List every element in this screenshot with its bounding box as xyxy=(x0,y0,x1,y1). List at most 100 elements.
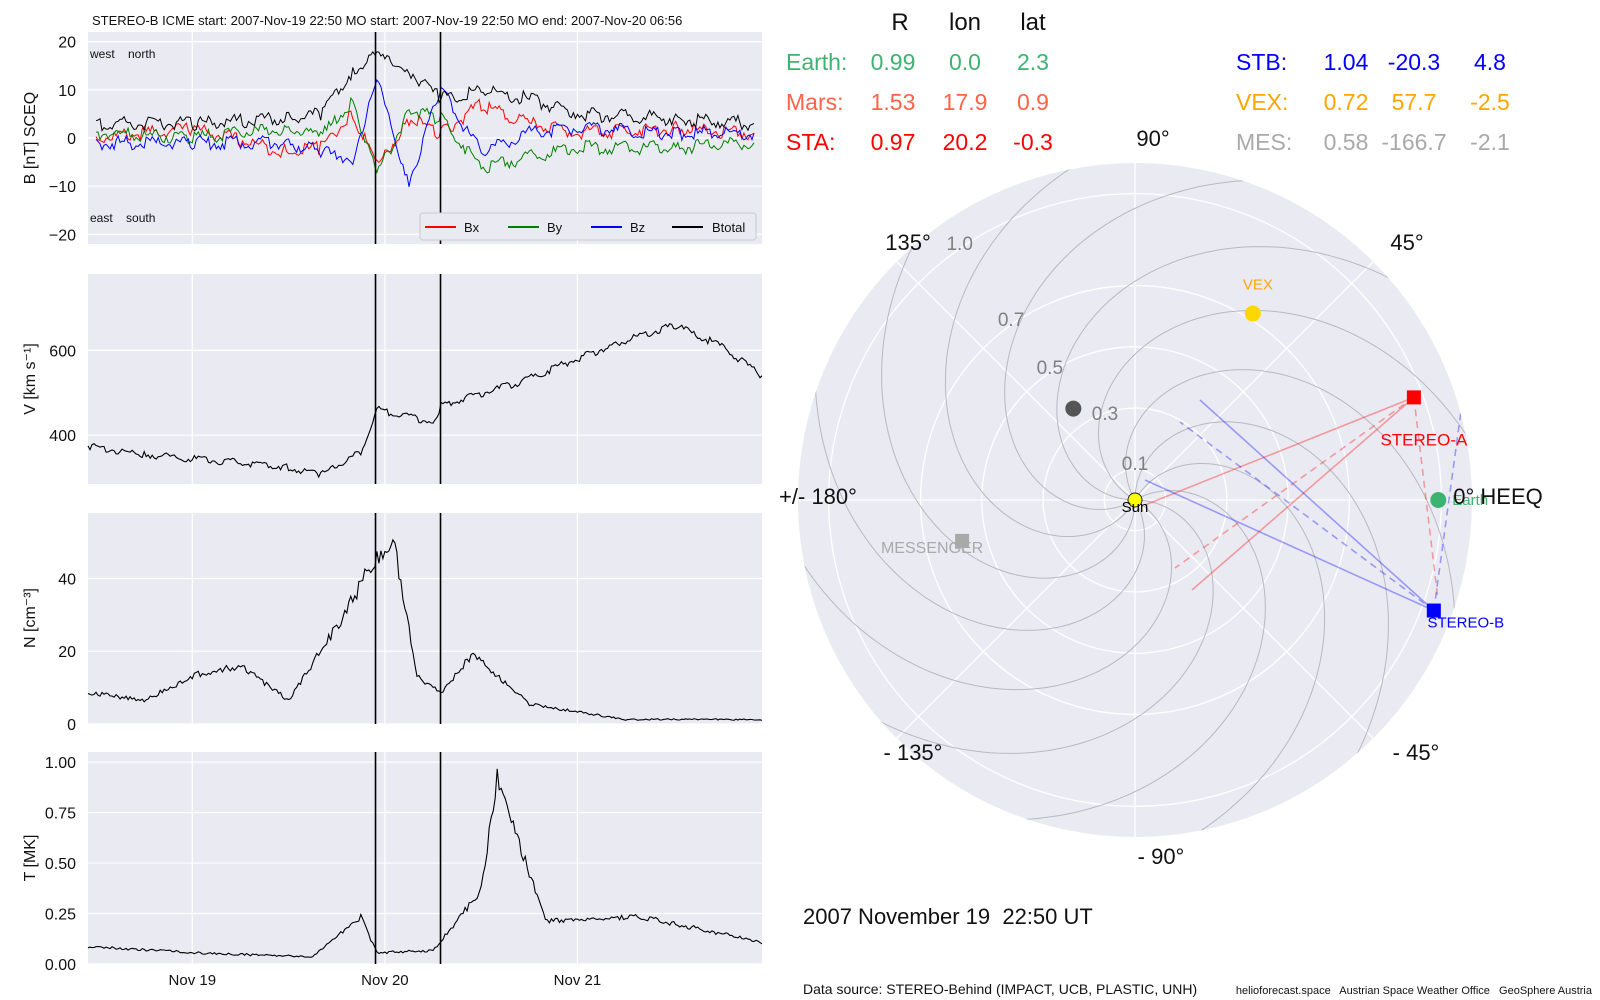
table-name: STB: xyxy=(1236,49,1287,75)
series-line-btotal xyxy=(95,51,755,133)
y-tick-label: −10 xyxy=(49,179,76,196)
table-lon: 57.7 xyxy=(1392,89,1437,115)
y-tick-label: 1.00 xyxy=(45,755,76,772)
y-tick-label: 0.00 xyxy=(45,957,76,974)
table-r: 1.04 xyxy=(1324,49,1369,75)
t-ylabel: T [MK] xyxy=(22,835,39,882)
radial-tick-label: 1.0 xyxy=(946,234,972,255)
stereo-b-label: STEREO-B xyxy=(1427,615,1504,632)
table-lon: 0.0 xyxy=(949,49,981,75)
field-line-guides xyxy=(1144,396,1463,612)
stereo-b-marker xyxy=(1426,603,1441,618)
earth-label: Earth xyxy=(1452,492,1488,509)
sta-outer-dashed-line xyxy=(1413,397,1439,601)
table-header-lat: lat xyxy=(1020,9,1046,36)
vex-label: VEX xyxy=(1243,277,1273,294)
sun-marker xyxy=(1127,492,1143,508)
angle-label-135: 135° xyxy=(885,230,931,255)
series-line-n xyxy=(87,538,763,721)
legend-label-btotal: Btotal xyxy=(712,220,745,235)
table-lat: 4.8 xyxy=(1474,49,1506,75)
y-tick-label: 0 xyxy=(67,131,76,148)
angle-label-minus-90: - 90° xyxy=(1138,844,1185,869)
polar-spoke xyxy=(896,261,1136,501)
parker-spiral-line xyxy=(1056,246,1417,501)
angle-label-45: 45° xyxy=(1390,230,1423,255)
planet-marker xyxy=(1065,400,1082,417)
sta-sun-line xyxy=(1144,396,1415,506)
plot-datetime: 2007 November 19 22:50 UT xyxy=(803,904,1093,929)
sta-fan-line xyxy=(1191,396,1415,591)
n-panel-bg xyxy=(88,513,762,724)
panel-ticks: −20 −10 0 10 20 400 600 0 20 40 0.00 0.25 0.50 0.75 1.… xyxy=(45,35,601,989)
table-r: 1.53 xyxy=(871,89,916,115)
table-r: 0.72 xyxy=(1324,89,1369,115)
vex-marker xyxy=(1244,305,1261,322)
parker-spiral-line xyxy=(944,163,1136,537)
table-lat: 0.9 xyxy=(1017,89,1049,115)
radial-tick-label: 0.1 xyxy=(1122,454,1148,475)
table-lon: 20.2 xyxy=(943,129,988,155)
series-line-t xyxy=(87,768,763,958)
stereo-a-label: STEREO-A xyxy=(1380,430,1468,449)
stb-outer-dashed-line xyxy=(1433,403,1463,611)
y-tick-label: 0.25 xyxy=(45,907,76,924)
stb-dashed-line xyxy=(1179,421,1435,612)
y-tick-label: 600 xyxy=(49,343,76,360)
polar-spoke xyxy=(1134,261,1374,501)
legend-label-by: By xyxy=(547,220,563,235)
series-line-v xyxy=(87,323,763,479)
parker-spiral-line xyxy=(1004,179,1276,510)
credits: helioforecast.space Austrian Space Weath… xyxy=(1236,985,1593,997)
parker-spiral-line xyxy=(1134,421,1389,782)
parker-spiral-line xyxy=(994,490,1266,821)
parker-spiral-line xyxy=(814,359,1145,631)
polar-spoke xyxy=(896,499,1136,739)
panel-grids xyxy=(88,32,762,965)
table-name: Mars: xyxy=(786,89,844,115)
table-lon: -166.7 xyxy=(1381,129,1446,155)
parker-spiral-line xyxy=(1098,309,1472,501)
x-tick-label: Nov 20 xyxy=(361,972,409,989)
polar-tick-labels: 0.1 0.3 0.5 0.7 1.0 xyxy=(946,234,1148,475)
y-tick-label: 40 xyxy=(58,571,76,588)
position-table: R lon lat Earth: 0.99 0.0 2.3 Mars: 1.53 17.9 0… xyxy=(786,9,1510,155)
table-lat: 2.3 xyxy=(1017,49,1049,75)
angle-label-minus-135: - 135° xyxy=(884,740,943,765)
b-legend: Bx By Bz Btotal xyxy=(419,212,757,241)
b-ylabel: B [nT] SCEQ xyxy=(22,92,39,184)
v-panel-bg xyxy=(88,274,762,484)
table-lat: -2.5 xyxy=(1470,89,1510,115)
y-tick-label: 10 xyxy=(58,83,76,100)
event-markers xyxy=(374,32,442,964)
b-corner-top: west north xyxy=(89,47,155,61)
polar-spoke xyxy=(1134,499,1374,739)
legend-label-bz: Bz xyxy=(630,220,645,235)
y-tick-label: 20 xyxy=(58,35,76,52)
table-lat: -2.1 xyxy=(1470,129,1510,155)
series-line-bx xyxy=(95,98,755,164)
radial-tick-label: 0.5 xyxy=(1037,358,1063,379)
series-line-by xyxy=(95,96,755,174)
table-header-r: R xyxy=(891,9,908,36)
planet-markers: Sun Earth STEREO-A STEREO-B VEX MESSENGER xyxy=(881,277,1504,632)
b-corner-bottom: east south xyxy=(90,211,155,225)
earth-marker xyxy=(1430,492,1447,508)
polar-grid xyxy=(798,163,1472,837)
stb-sun-line xyxy=(1144,479,1435,612)
table-r: 0.99 xyxy=(871,49,916,75)
sta-dashed-line xyxy=(1174,396,1415,569)
table-r: 0.97 xyxy=(871,129,916,155)
messenger-marker xyxy=(955,533,970,548)
y-tick-label: −20 xyxy=(49,227,76,244)
table-lat: -0.3 xyxy=(1013,129,1053,155)
radial-tick-label: 0.3 xyxy=(1092,404,1118,425)
table-name: MES: xyxy=(1236,129,1292,155)
messenger-label: MESSENGER xyxy=(881,540,983,557)
angle-label-90: 90° xyxy=(1136,126,1169,151)
y-tick-label: 20 xyxy=(58,644,76,661)
table-lon: -20.3 xyxy=(1388,49,1440,75)
parker-spiral-line xyxy=(853,499,1214,754)
x-tick-label: Nov 19 xyxy=(169,972,217,989)
